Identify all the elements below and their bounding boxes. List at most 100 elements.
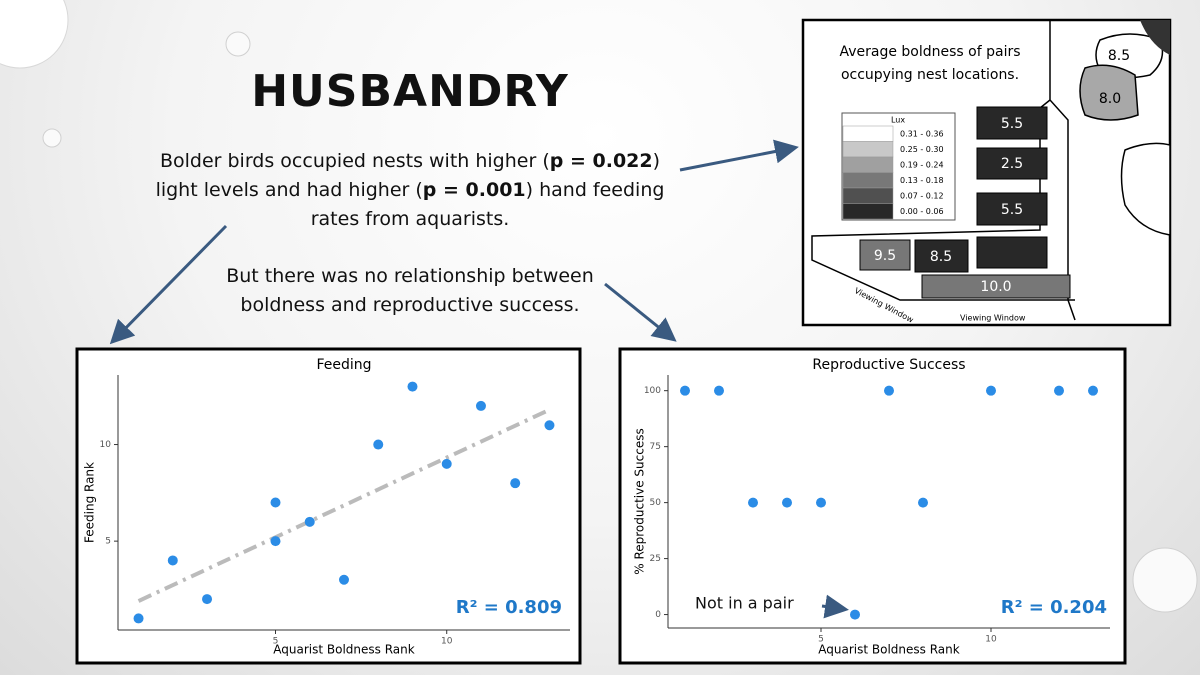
point — [339, 574, 349, 585]
y-tick-label: 100 — [644, 386, 661, 396]
arrow — [679, 139, 799, 172]
nest-label: 2.5 — [1001, 156, 1023, 172]
x-tick-label: 10 — [985, 635, 997, 645]
annotation: R² = 0.809 — [456, 597, 562, 618]
point — [850, 609, 860, 620]
point — [202, 594, 213, 605]
x-tick-label: 5 — [818, 635, 824, 645]
nest-label: 8.5 — [1108, 48, 1130, 64]
point — [884, 385, 894, 396]
nest — [1079, 64, 1139, 121]
drop — [225, 31, 251, 57]
point — [1054, 385, 1064, 396]
point — [1088, 385, 1098, 396]
legend-label: 0.00 - 0.06 — [900, 207, 944, 216]
point — [270, 536, 281, 547]
chart-title: Reproductive Success — [812, 357, 965, 373]
nest — [1120, 142, 1171, 236]
nest-label: 8.5 — [930, 249, 952, 265]
nest-label: 8.0 — [1099, 91, 1121, 107]
y-tick-label: 75 — [650, 442, 661, 452]
text: ) light levels and had higher ( — [155, 150, 661, 201]
x-tick-label: 5 — [273, 637, 279, 647]
legend-label: 0.31 - 0.36 — [900, 130, 944, 139]
point — [441, 458, 452, 469]
legend-label: 0.13 - 0.18 — [900, 176, 944, 185]
nest-label: 5.5 — [1001, 116, 1023, 132]
legend-title: Lux — [891, 116, 905, 125]
point — [133, 613, 144, 624]
point — [167, 555, 178, 566]
nest — [859, 239, 911, 271]
diagram-title: occupying nest locations. — [841, 67, 1019, 83]
legend: 0.31 - 0.36 0.25 - 0.30 0.19 - 0.24 0.13 - … — [842, 125, 944, 220]
point — [510, 478, 521, 489]
legend-swatch — [842, 172, 894, 189]
text: Bolder birds occupied nests with higher … — [159, 150, 550, 172]
charts: Feeding Aquarist Boldness Rank Feeding Ran… — [83, 357, 1110, 657]
annotation: R² = 0.204 — [1001, 597, 1107, 618]
y-tick-label: 50 — [650, 498, 662, 508]
nest-label: 5.5 — [1001, 202, 1023, 218]
nest-diagram: Average boldness of pairs occupying nest… — [801, 18, 1172, 327]
y-axis-label: % Reproductive Success — [633, 428, 647, 575]
point — [748, 497, 758, 508]
x-tick-label: 10 — [441, 637, 453, 647]
y-axis-label: Feeding Rank — [83, 462, 97, 543]
legend-swatch — [842, 125, 894, 142]
nest-label: 9.5 — [874, 248, 896, 264]
arrow — [604, 282, 677, 342]
y-tick-label: 10 — [100, 440, 112, 450]
legend-swatch — [842, 156, 894, 173]
window-label: Viewing Window — [960, 314, 1026, 323]
chart-title: Feeding — [316, 357, 371, 373]
point — [816, 497, 826, 508]
nest-label: 10.0 — [980, 279, 1011, 295]
y-tick-label: 0 — [655, 610, 661, 620]
point — [986, 385, 996, 396]
point — [407, 381, 418, 392]
p-value: p = 0.022 — [549, 150, 653, 172]
nest — [921, 274, 1071, 299]
text: ) hand feeding rates from aquarists. — [310, 179, 665, 230]
point — [680, 385, 690, 396]
drop — [0, 0, 69, 69]
nest — [1140, 20, 1170, 55]
p-value: p = 0.001 — [422, 179, 526, 201]
legend-swatch — [842, 141, 894, 158]
paragraph: Bolder birds occupied nests with higher … — [140, 147, 680, 234]
point — [544, 420, 555, 431]
arrow — [109, 224, 228, 345]
y-tick-label: 5 — [105, 537, 111, 547]
point — [714, 385, 724, 396]
nest — [976, 192, 1048, 226]
point — [918, 497, 928, 508]
point — [270, 497, 281, 508]
annotation: Not in a pair — [695, 594, 794, 613]
legend-label: 0.19 - 0.24 — [900, 161, 944, 170]
drop — [42, 128, 62, 148]
legend-swatch — [842, 203, 894, 220]
point — [373, 439, 384, 450]
legend-label: 0.07 - 0.12 — [900, 192, 944, 201]
chart-frame — [618, 347, 1127, 665]
point — [475, 400, 486, 411]
x-axis-label: Aquarist Boldness Rank — [273, 643, 414, 657]
legend-swatch — [842, 187, 894, 204]
legend-label: 0.25 - 0.30 — [900, 145, 944, 154]
slide-title: HUSBANDRY — [251, 66, 569, 117]
point — [782, 497, 792, 508]
paragraph: But there was no relationship between bo… — [226, 265, 594, 316]
chart-frame — [75, 347, 582, 665]
y-tick-label: 25 — [650, 554, 661, 564]
nest — [976, 106, 1048, 140]
x-axis-label: Aquarist Boldness Rank — [818, 643, 959, 657]
point — [304, 516, 315, 527]
nest — [914, 239, 969, 273]
nest — [976, 236, 1048, 269]
annotation-arrow — [821, 594, 849, 619]
diagram-title: Average boldness of pairs — [839, 44, 1020, 60]
trend-line — [137, 407, 551, 603]
